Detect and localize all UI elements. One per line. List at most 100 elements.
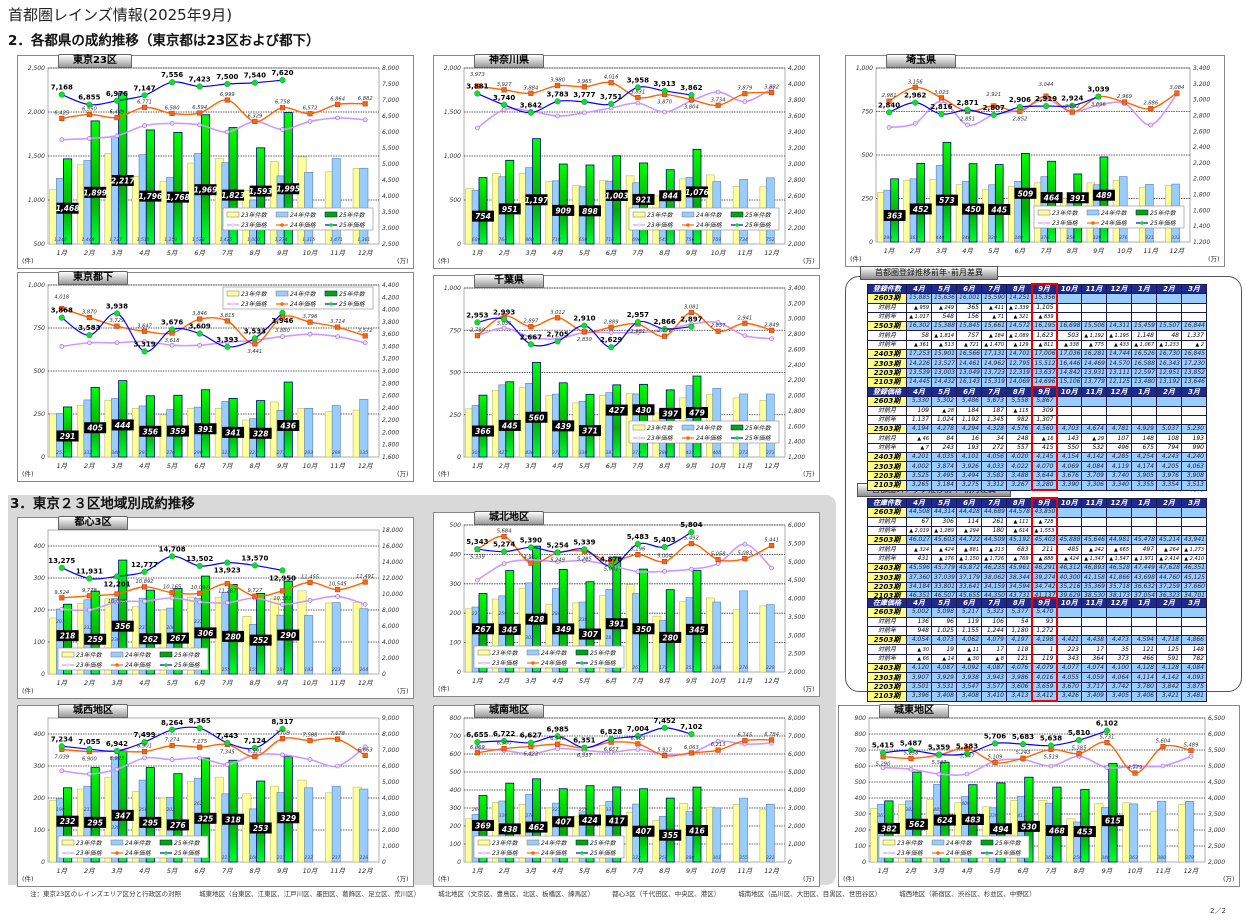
right-unit-label: (万) <box>397 470 409 478</box>
chart-title: 神奈川県 <box>474 54 544 68</box>
line-p23 <box>477 321 772 340</box>
month-label: 5月 <box>167 867 178 875</box>
marker-25-price <box>169 553 176 560</box>
marker-23-price <box>362 117 368 123</box>
marker-24-price <box>938 95 944 101</box>
table-header-month: 10月 <box>1056 497 1082 509</box>
legend-label: 23年件数 <box>76 651 103 659</box>
table-cell: 4,064 <box>1106 672 1132 683</box>
table-header-month: 6月 <box>956 497 982 509</box>
marker-23-price <box>142 339 147 344</box>
price-24-label: 6,550 <box>82 106 98 112</box>
right-tick-label: 14,000 <box>382 559 403 566</box>
table-cell: 13,527 <box>931 358 957 369</box>
count-25-label-group: 397 <box>659 407 682 419</box>
count-25-label-group: 291 <box>56 430 79 442</box>
table-cell: 16,698 <box>1056 321 1082 332</box>
table-cell: 5,230 <box>1181 424 1207 435</box>
count-25-label-group: 363 <box>883 209 906 221</box>
bar-24-label: 323 <box>222 450 231 456</box>
price-25-label: 6,855 <box>78 94 100 102</box>
price-24-label: 3,804 <box>684 105 699 111</box>
count-25-label: 1,969 <box>194 186 218 195</box>
table-cell: 4,062 <box>956 635 982 646</box>
count-25-label-box <box>56 630 79 642</box>
row-label: 2403期 <box>867 563 907 574</box>
price-24-label: 2,897 <box>523 319 539 325</box>
count-25-label-box <box>659 631 682 643</box>
table-cell: 4,055 <box>1056 672 1082 683</box>
count-25-label: 356 <box>143 427 159 436</box>
price-24-label: 3,980 <box>550 78 566 84</box>
marker-23-price <box>87 136 92 141</box>
month-label: 3月 <box>934 867 945 875</box>
row-label: 2303期 <box>867 572 907 583</box>
count-25-label-group: 427 <box>605 404 628 416</box>
table-header-month: 9月 <box>1030 597 1058 609</box>
row-label: 2203期 <box>867 470 907 481</box>
table-cell: 3,547 <box>956 681 982 692</box>
table-cell: 3,926 <box>956 461 982 472</box>
table-cell: 3,525 <box>906 470 932 481</box>
count-25-label-group: 560 <box>525 411 548 423</box>
legend-label: 23年価格 <box>241 300 268 308</box>
legend-label: 24年件数 <box>541 649 568 657</box>
bar-24-label: 406 <box>712 450 721 456</box>
table-header-month: 11月 <box>1081 497 1107 509</box>
month-label: 6月 <box>194 679 205 687</box>
table-cell: ▲ 129 <box>1006 339 1032 351</box>
table-cell: 46,312 <box>1056 563 1082 574</box>
count-25-label-box <box>962 203 985 215</box>
table-cell: 948 <box>906 625 932 637</box>
table-cell: 4,054 <box>906 635 932 646</box>
table-cell: 121 <box>1131 644 1157 655</box>
table-cell: 3,583 <box>981 470 1007 481</box>
registration-table-title: 首都圏登録推移前年･前月差異 <box>860 266 998 280</box>
count-25-label-group: 391 <box>1066 192 1089 204</box>
footer: 注：東京23区のレインズエリア区分と行政区の対照 城東地区（台東区、江東区、江戸… <box>30 888 1036 898</box>
month-label: 9月 <box>277 249 288 257</box>
marker-23-price <box>635 747 641 752</box>
marker-23-price <box>742 99 748 104</box>
marker-23-price <box>555 113 560 119</box>
price-24-label: 6,900 <box>82 757 98 763</box>
count-25-label: 307 <box>582 630 598 639</box>
legend-swatch <box>526 649 540 656</box>
marker-23-price <box>689 566 694 572</box>
month-label: 12月 <box>764 677 779 685</box>
count-25-label-group: 295 <box>139 816 162 828</box>
price-24-label: 6,572 <box>303 106 318 112</box>
table-cell: 37,179 <box>956 572 982 583</box>
legend-marker <box>637 223 641 227</box>
count-25-label: 898 <box>582 207 598 216</box>
table-cell: 4,142 <box>1156 672 1182 683</box>
count-25-label-box <box>659 829 682 841</box>
price-25-label: 5,415 <box>872 742 894 750</box>
table-cell: ▲ 29 <box>1081 433 1107 444</box>
month-label: 3月 <box>112 867 123 875</box>
marker-23-price <box>169 595 175 601</box>
bar-25-count <box>173 132 183 245</box>
right-tick-label: 2,400 <box>1193 144 1210 151</box>
table-cell <box>1081 507 1107 518</box>
table-cell: 3,670 <box>1056 681 1082 692</box>
marker-24-price <box>581 329 587 335</box>
table-cell: 4,084 <box>1181 663 1207 674</box>
table-header-month: 5月 <box>931 497 957 509</box>
legend-swatch <box>159 651 173 658</box>
count-25-label-group: 416 <box>685 825 708 837</box>
table-cell: 1,024 <box>931 414 957 426</box>
table-cell: 3,659 <box>1030 681 1058 692</box>
price-24-label: 3,156 <box>908 79 924 85</box>
row-label: 2403期 <box>867 663 907 674</box>
count-25-label: 615 <box>1105 817 1121 826</box>
table-header-month: 3月 <box>1181 597 1207 609</box>
table-cell: 14,469 <box>1081 358 1107 369</box>
table-cell: 5,470 <box>1030 607 1058 618</box>
marker-24-price <box>141 584 148 590</box>
price-25-label: 7,443 <box>216 732 238 740</box>
price-25-label: 2,840 <box>878 101 900 109</box>
marker-24-price <box>279 736 286 742</box>
legend-swatch <box>1135 209 1149 216</box>
marker-23-price <box>635 100 641 106</box>
